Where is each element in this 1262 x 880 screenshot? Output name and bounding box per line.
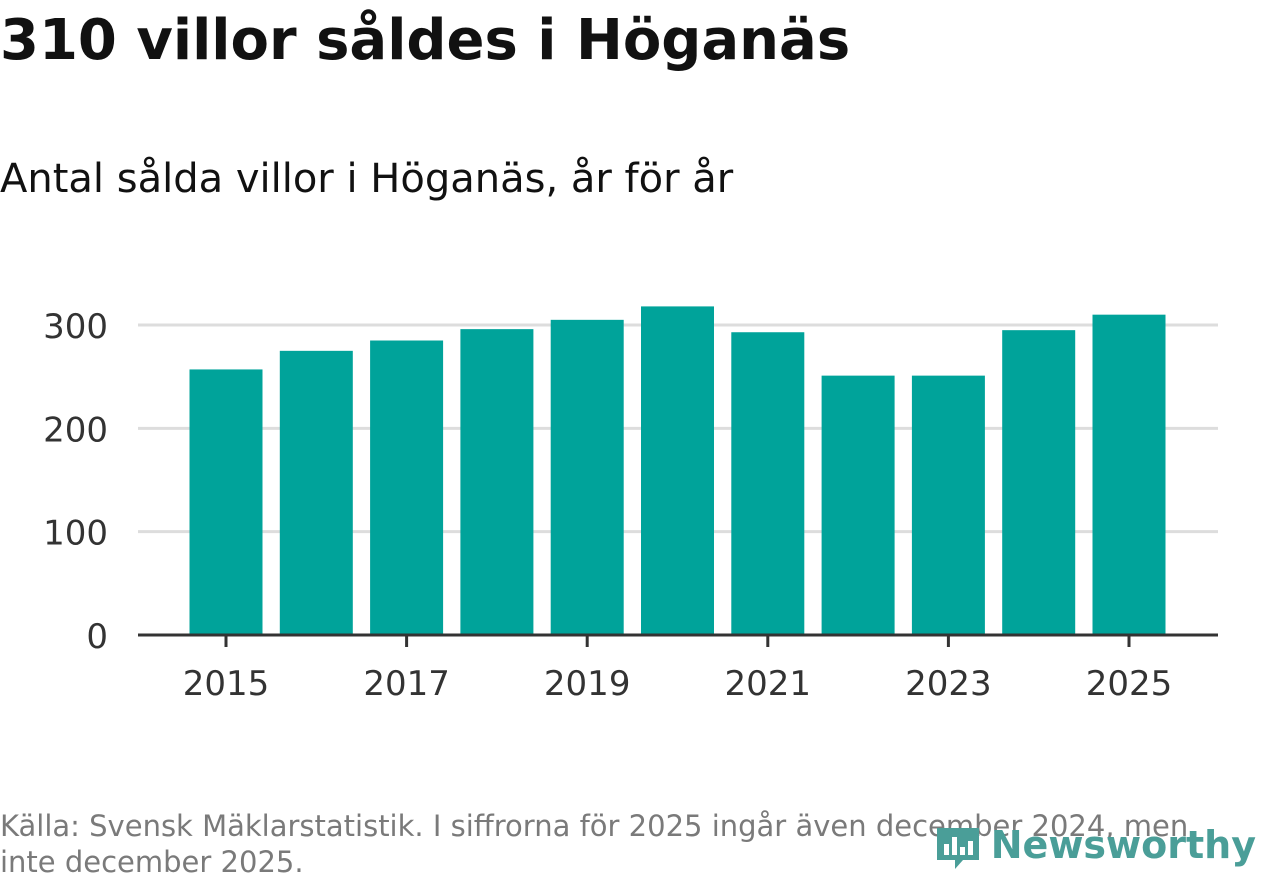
x-tick-label-2017: 2017 — [363, 664, 450, 704]
bar-2024 — [1002, 330, 1076, 635]
bar-2020 — [641, 306, 714, 635]
y-tick-label-300: 300 — [43, 307, 108, 347]
y-tick-label-0: 0 — [86, 617, 108, 657]
y-tick-label-200: 200 — [43, 410, 108, 450]
x-tick-label-2021: 2021 — [725, 664, 812, 704]
x-tick-label-2023: 2023 — [905, 664, 992, 704]
newsworthy-logo-text: Newsworthy — [990, 823, 1256, 867]
bar-2017 — [370, 340, 444, 635]
bar-2025 — [1092, 314, 1166, 635]
x-tick-label-2015: 2015 — [183, 664, 270, 704]
newsworthy-logo: Newsworthy — [933, 820, 1256, 870]
bar-2016 — [279, 350, 353, 635]
x-tick-label-2025: 2025 — [1086, 664, 1173, 704]
bar-2015 — [189, 369, 263, 635]
bar-chart: 0 100 200 300 2015 2017 2019 2021 2023 2025 — [43, 306, 1218, 704]
newsworthy-logo-icon — [936, 828, 979, 869]
bar-2018 — [460, 329, 534, 635]
source-note: Källa: Svensk Mäklarstatistik. I siffror… — [0, 809, 1189, 879]
bar-2021 — [731, 332, 805, 635]
y-tick-label-100: 100 — [43, 514, 108, 554]
x-tick-label-2019: 2019 — [544, 664, 631, 704]
bar-2023 — [911, 375, 985, 635]
bar-2022 — [821, 375, 895, 635]
chart-subtitle: Antal sålda villor i Höganäs, år för år — [0, 156, 734, 202]
chart-title: 310 villor såldes i Höganäs — [0, 8, 851, 73]
bar-2019 — [550, 319, 624, 635]
